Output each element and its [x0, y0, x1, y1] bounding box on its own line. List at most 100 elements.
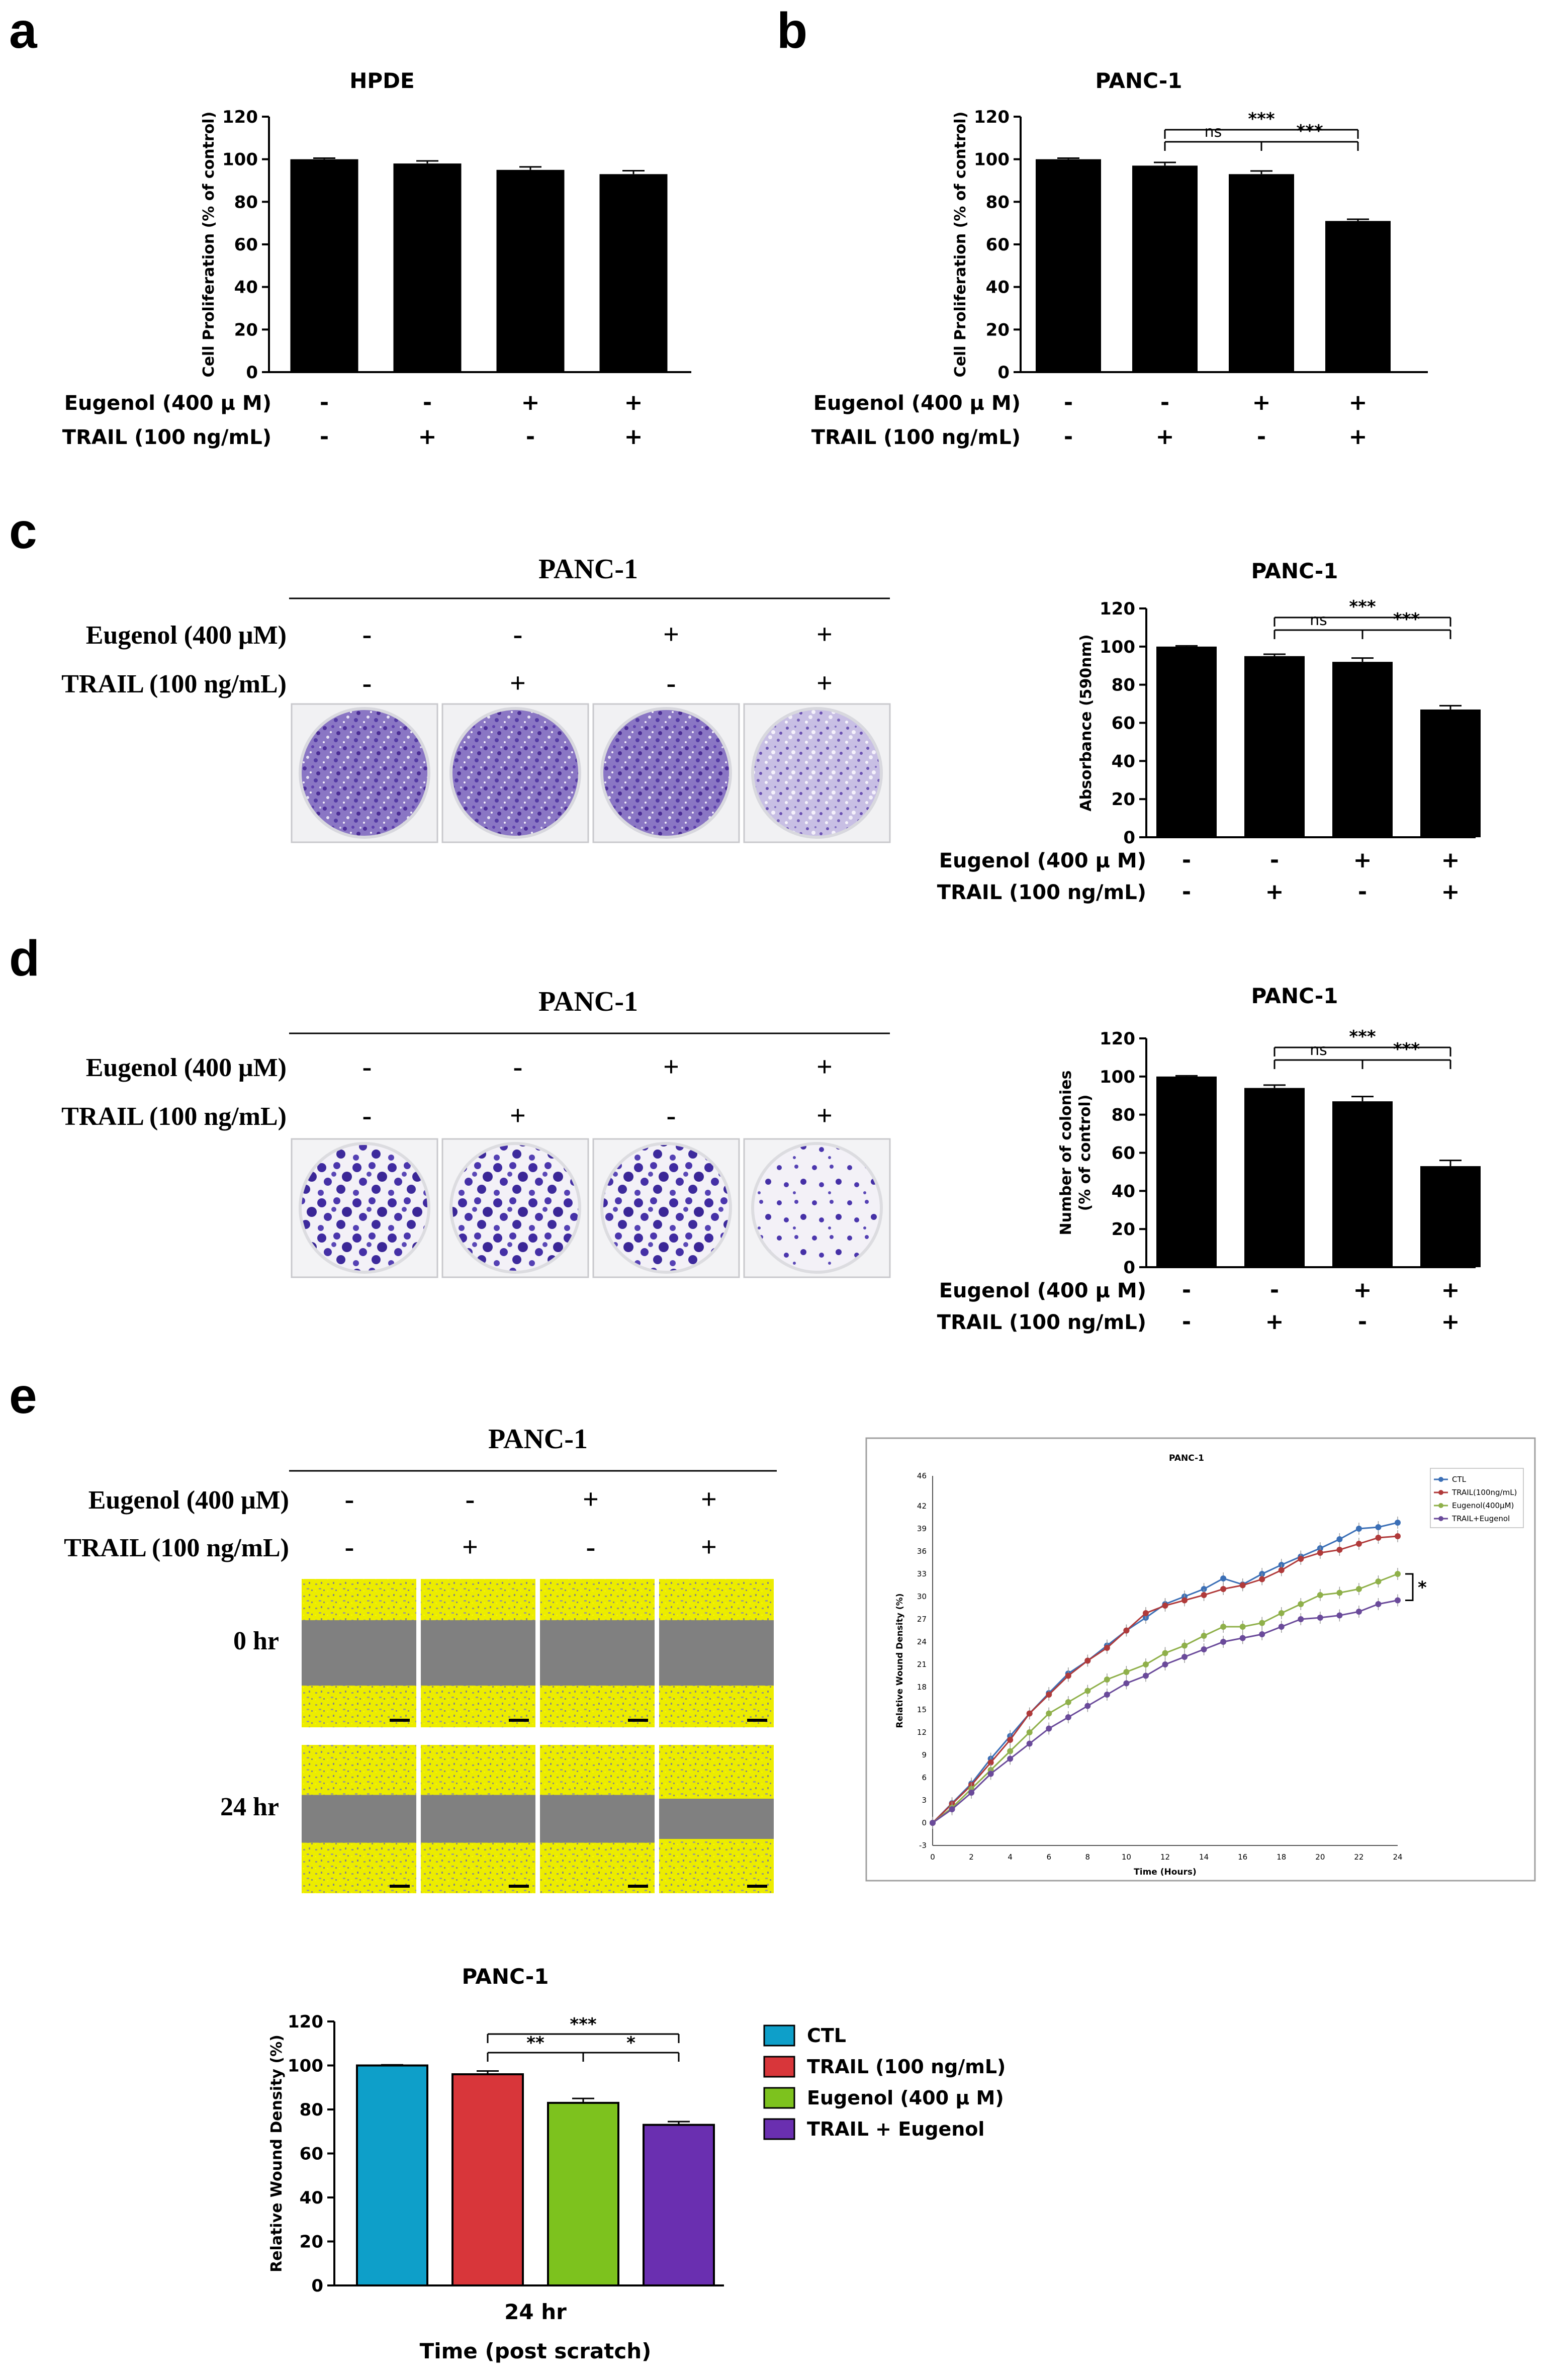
sig-label: * [1418, 1577, 1427, 1598]
x-tick-label: 24 [1393, 1853, 1402, 1862]
scale-bar [628, 1719, 648, 1722]
data-point [1317, 1550, 1323, 1556]
condition-sign: - [320, 424, 329, 450]
data-point [1123, 1680, 1130, 1687]
condition-sign: - [1064, 424, 1073, 450]
legend-swatch [763, 2024, 795, 2047]
data-point [1336, 1536, 1343, 1542]
data-point [1065, 1699, 1071, 1705]
y-tick-label: 60 [300, 2144, 323, 2164]
sig-label: *** [570, 2014, 597, 2035]
y-tick-label: 100 [222, 150, 258, 170]
sig-label: ns [1205, 123, 1222, 141]
wound-gap [540, 1620, 655, 1686]
condition-sign: + [1265, 879, 1284, 905]
bar [290, 159, 358, 372]
y-tick-label: 3 [922, 1796, 927, 1805]
scale-bar [628, 1885, 648, 1888]
data-point [1007, 1737, 1014, 1743]
x-category-label: 24 hr [504, 2300, 567, 2324]
condition-sign: - [1182, 847, 1191, 873]
colony-plate [441, 1138, 589, 1278]
y-tick-label: 20 [1112, 1219, 1135, 1240]
scale-bar [390, 1885, 410, 1888]
data-point [1355, 1586, 1362, 1592]
y-tick-label: 20 [300, 2232, 323, 2252]
photo-header-e: PANC-1 Eugenol (400 μM) - - + + TRAIL (100 ng/… [64, 1424, 777, 1893]
wound-gap [302, 1795, 416, 1843]
condition-sign: + [583, 1484, 599, 1515]
data-point [1181, 1654, 1188, 1660]
y-tick-label: 15 [917, 1705, 927, 1714]
scale-bar [747, 1885, 767, 1888]
legend-box [1430, 1468, 1524, 1528]
data-point [1026, 1710, 1033, 1717]
bar [1229, 174, 1294, 372]
series-line [930, 1594, 1401, 1829]
y-tick-label: 100 [288, 2056, 323, 2076]
y-tick-label: 0 [246, 363, 258, 383]
wound-gap [421, 1795, 535, 1843]
bar [1244, 656, 1305, 837]
data-point [1201, 1646, 1207, 1652]
x-tick-label: 6 [1046, 1853, 1051, 1862]
colony-plate [291, 1138, 438, 1278]
data-point [1084, 1703, 1091, 1709]
data-point [1259, 1631, 1265, 1637]
data-point [1123, 1627, 1130, 1634]
data-point [1239, 1635, 1246, 1641]
condition-sign: + [462, 1532, 478, 1563]
y-tick-label: 20 [986, 320, 1010, 340]
bar [643, 2124, 715, 2286]
y-tick-label: 120 [1100, 1029, 1135, 1049]
y-tick-label: 60 [1112, 1143, 1135, 1164]
x-tick-label: 0 [930, 1853, 935, 1862]
data-point [968, 1790, 975, 1796]
y-tick-label: 18 [917, 1683, 927, 1692]
condition-label: TRAIL (100 ng/mL) [937, 1311, 1146, 1334]
y-tick-label: 36 [917, 1547, 927, 1556]
time-label: 0 hr [233, 1627, 279, 1655]
condition-label: Eugenol (400 μM) [88, 1486, 289, 1515]
y-tick-label: 27 [917, 1615, 927, 1624]
line-legend: CTL TRAIL(100ng/mL) Eugenol(400μM) TRAIL+Eu… [1430, 1468, 1524, 1528]
y-axis-label: Cell Proliferation (% of control) [952, 112, 969, 378]
y-tick-label: 80 [1112, 1105, 1135, 1125]
condition-sign: - [345, 1484, 354, 1515]
plate-colonies [751, 1142, 883, 1274]
bar [496, 169, 565, 372]
x-tick-label: 2 [969, 1853, 974, 1862]
photo-title: PANC-1 [488, 1424, 588, 1455]
condition-sign: - [320, 390, 329, 415]
condition-sign: + [418, 424, 437, 450]
wound-gap [540, 1795, 655, 1843]
data-point [1104, 1677, 1110, 1683]
data-point [1395, 1520, 1401, 1526]
condition-sign: + [624, 390, 643, 415]
data-point [949, 1806, 955, 1812]
data-point [1046, 1725, 1052, 1732]
sig-label: *** [1393, 1039, 1420, 1060]
chart-title: PANC-1 [1251, 984, 1338, 1008]
data-point [1220, 1624, 1227, 1630]
photo-title: PANC-1 [538, 554, 638, 585]
wound-image [540, 1579, 655, 1727]
condition-sign: - [362, 1051, 372, 1083]
condition-label: Eugenol (400 μM) [86, 1053, 287, 1082]
condition-sign: + [1441, 1309, 1460, 1335]
legend-marker [1438, 1503, 1443, 1508]
y-tick-label: 40 [234, 278, 258, 298]
y-tick-label: 24 [917, 1637, 927, 1646]
data-point [1395, 1597, 1401, 1604]
data-point [1046, 1710, 1052, 1717]
wound-image [421, 1579, 535, 1727]
condition-sign: + [1353, 847, 1372, 873]
x-tick-label: 20 [1315, 1853, 1325, 1862]
colony-plate [592, 1138, 740, 1278]
condition-sign: + [1349, 390, 1368, 415]
scale-bar [509, 1885, 529, 1888]
x-axis-label: Time (post scratch) [420, 2339, 652, 2363]
bar [1332, 1101, 1393, 1267]
